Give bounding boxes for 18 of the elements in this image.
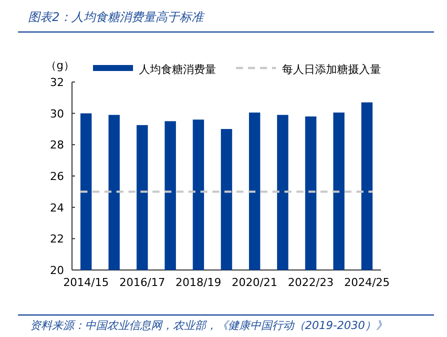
y-tick-label: 28 [50,138,64,152]
legend-label: 人均食糖消费量 [139,63,216,76]
x-tick-label: 2016/17 [119,276,166,289]
y-tick-label: 26 [50,170,64,183]
x-tick-label: 2014/15 [63,276,109,289]
y-tick-label: 24 [50,201,64,214]
x-tick-label: 2018/19 [176,276,222,289]
y-axis-title: （g） [46,59,74,72]
y-tick-label: 32 [50,76,64,89]
text: 资料来源：中国农业信息网，农业部，《健康中国行动（2019-2030）》 [30,319,387,332]
y-tick-label: 20 [50,264,64,277]
legend-label: 每人日添加糖摄入量 [282,63,381,76]
chart-title: 图表2：人均食糖消费量高于标准 [28,10,206,24]
x-tick-label: 2022/23 [288,276,334,289]
y-tick-label: 30 [50,107,64,120]
x-tick-label: 2020/21 [232,276,278,289]
x-tick-label: 2024/25 [344,276,390,289]
y-tick-label: 22 [50,232,64,246]
